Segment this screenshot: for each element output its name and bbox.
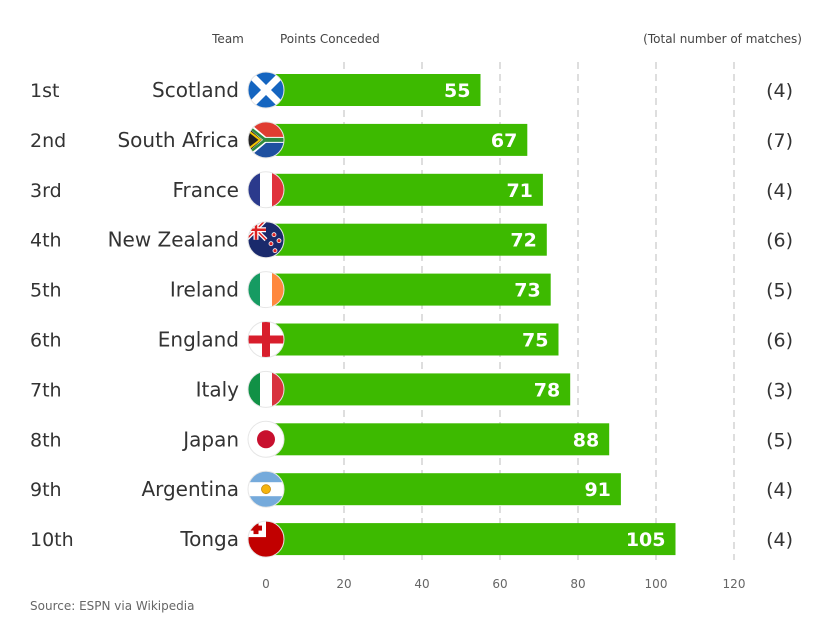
bar-value-label: 67 [491,130,517,152]
italy-flag-icon [247,370,285,408]
bar-value-label: 72 [510,230,536,252]
england-flag-icon [247,321,285,358]
bar [266,123,528,156]
bars [266,74,676,556]
matches-label: (4) [766,180,793,202]
team-label: Italy [196,377,240,401]
south-africa-flag-icon [247,121,285,159]
bar-value-label: 88 [573,429,599,451]
rank-label: 5th [30,280,62,302]
ireland-flag-icon [247,271,285,309]
rank-label: 1st [30,80,59,102]
matches-label: (6) [766,330,793,352]
bar [266,223,547,256]
team-label: Japan [181,427,239,451]
bar-value-label: 105 [626,529,666,551]
x-tick-label: 20 [336,577,351,591]
bar-value-label: 55 [444,80,470,102]
bar-value-label: 91 [584,479,610,501]
team-label: England [158,328,239,352]
bar-value-label: 73 [514,280,540,302]
header-total-matches: (Total number of matches) [643,32,802,46]
rank-label: 7th [30,379,62,401]
tonga-flag-icon [247,520,285,558]
rank-label: 8th [30,429,62,451]
team-label: South Africa [117,128,239,152]
source-note: Source: ESPN via Wikipedia [30,599,194,613]
bar [266,473,621,506]
x-axis-ticks: 0 20 40 60 80 100 120 [262,577,745,591]
row-labels: 55 1st Scotland (4) 67 2nd South Africa (7) 71 3r… [30,78,793,551]
bar-value-label: 78 [534,379,560,401]
x-tick-label: 40 [414,577,429,591]
rank-label: 10th [30,529,74,551]
bar [266,323,559,356]
team-label: Argentina [141,477,239,501]
argentina-flag-icon [247,470,285,508]
matches-label: (4) [766,80,793,102]
matches-label: (3) [766,379,793,401]
bar [266,173,543,206]
matches-label: (4) [766,479,793,501]
matches-label: (5) [766,429,793,451]
matches-label: (5) [766,280,793,302]
rank-label: 4th [30,230,62,252]
bar [266,74,481,106]
bar [266,423,610,456]
bar [266,273,551,306]
rank-label: 2nd [30,130,66,152]
bar-value-label: 75 [522,330,548,352]
x-tick-label: 120 [723,577,746,591]
team-label: Tonga [179,527,239,551]
team-label: France [172,178,239,202]
header-points-conceded: Points Conceded [280,32,380,46]
france-flag-icon [247,171,285,209]
team-label: New Zealand [108,228,239,252]
x-tick-label: 100 [645,577,668,591]
matches-label: (6) [766,230,793,252]
bar [266,523,676,556]
rank-label: 3rd [30,180,62,202]
bar [266,373,571,406]
bar-value-label: 71 [506,180,532,202]
matches-label: (4) [766,529,793,551]
flags [247,71,285,558]
rank-label: 6th [30,330,62,352]
rank-label: 9th [30,479,62,501]
x-tick-label: 60 [492,577,507,591]
header-team: Team [211,32,244,46]
team-label: Ireland [170,278,239,302]
matches-label: (7) [766,130,793,152]
japan-flag-icon [247,420,285,458]
team-label: Scotland [152,78,239,102]
x-tick-label: 80 [570,577,585,591]
new-zealand-flag-icon [247,221,285,259]
x-tick-label: 0 [262,577,270,591]
